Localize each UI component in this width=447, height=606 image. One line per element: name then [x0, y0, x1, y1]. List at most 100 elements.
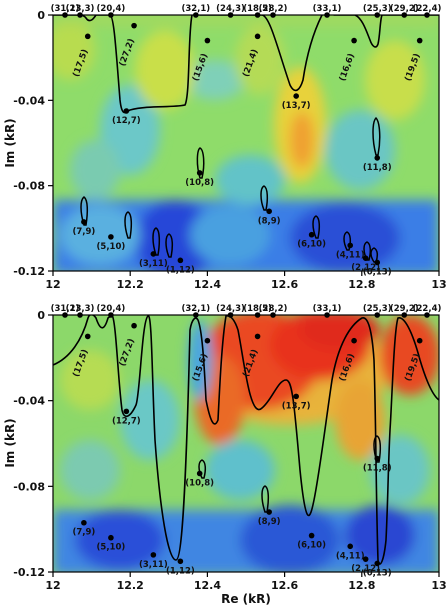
resonance-point [150, 552, 157, 558]
y-tick-label: -0.08 [13, 180, 45, 193]
resonance-point [351, 37, 357, 44]
x-tick-label: 12 [45, 278, 60, 291]
resonance-label: (12,7) [112, 416, 141, 426]
resonance-point [177, 558, 184, 565]
x-tick-label: 12.2 [117, 579, 144, 592]
resonance-point [123, 108, 130, 114]
y-tick-label: -0.12 [13, 265, 45, 278]
x-tick-label: 12.8 [348, 278, 375, 291]
loop-top-7-9 [80, 196, 89, 226]
resonance-point [308, 231, 315, 238]
y-tick-label: -0.04 [13, 94, 45, 107]
panel-top: (31,1)(23,3)(17,5)(20,4)(27,2)(32,1)(15,… [3, 4, 447, 291]
y-axis-label-bottom: Im (kR) [3, 418, 17, 467]
resonance-label: (7,9) [72, 528, 95, 538]
resonance-point [108, 534, 114, 541]
resonance-label: (33,1) [313, 304, 342, 314]
resonance-point [416, 37, 423, 44]
x-tick-label: 12 [45, 579, 60, 592]
x-tick-label: 12.2 [117, 278, 144, 291]
resonance-label: (24,3) [216, 304, 245, 314]
x-tick-label: 12.6 [271, 278, 298, 291]
resonance-label: (7,9) [72, 227, 95, 237]
loop-top-1-12 [165, 233, 174, 258]
resonance-label: (0,13) [363, 267, 392, 277]
resonance-point [193, 12, 199, 18]
resonance-point [424, 12, 430, 18]
resonance-point [131, 322, 137, 329]
resonance-point [123, 408, 130, 415]
resonance-point [254, 333, 261, 340]
resonance-point [324, 12, 330, 18]
resonance-point [108, 234, 114, 240]
resonance-label: (22,4) [413, 304, 442, 314]
y-tick-label: -0.12 [13, 566, 45, 579]
resonance-point [347, 543, 354, 550]
resonance-point [374, 455, 381, 462]
resonance-point [324, 312, 330, 318]
resonance-label: (5,10) [97, 543, 126, 553]
resonance-point [62, 312, 68, 318]
resonance-label: (12,7) [112, 116, 141, 126]
resonance-point [227, 12, 234, 18]
resonance-point [81, 519, 87, 526]
resonance-label: (6,10) [297, 541, 326, 551]
resonance-label: (1,12) [166, 265, 195, 275]
x-tick-label: 12.4 [194, 579, 221, 592]
resonance-point [84, 333, 91, 340]
resonance-label: (20,4) [97, 304, 126, 314]
resonance-label: (23,3) [66, 4, 95, 14]
loop-top-3-11 [152, 227, 161, 256]
resonance-point [177, 257, 184, 264]
heatmap-background-bottom [53, 315, 439, 572]
resonance-point [293, 93, 299, 99]
resonance-label: (29,2) [390, 4, 419, 14]
resonance-point [374, 155, 381, 161]
resonance-label: (25,3) [363, 304, 392, 314]
resonance-label: (4,11) [336, 250, 365, 260]
resonance-point [374, 312, 381, 318]
resonance-point [374, 12, 381, 18]
loop-top-8-9 [260, 185, 269, 211]
resonance-point [374, 259, 381, 266]
resonance-point [81, 219, 87, 225]
x-tick-label: 13 [431, 278, 446, 291]
loop-top-11-8 [372, 116, 381, 156]
resonance-label: (11,8) [363, 163, 392, 173]
resonance-point [362, 556, 369, 562]
y-tick-label: -0.08 [13, 480, 45, 493]
loop-bottom-11-8 [373, 435, 382, 463]
heatmap-background-top [53, 15, 439, 271]
resonance-point [416, 337, 423, 344]
loop-top-0-13 [370, 247, 379, 263]
resonance-label: (2,12) [351, 564, 380, 574]
resonance-label: (28,2) [259, 304, 288, 314]
axis-ticks-bottom: 12 12.2 12.4 12.6 12.8 13 0 -0.04 -0.08 -0.12 [13, 309, 446, 592]
loop-top-2-12 [363, 241, 372, 261]
resonance-point [196, 470, 203, 477]
resonance-point [150, 251, 157, 257]
resonance-point [374, 560, 381, 567]
resonance-label: (22,4) [413, 4, 442, 14]
resonance-label: (28,2) [259, 4, 288, 14]
resonance-point [401, 12, 408, 18]
resonance-point [362, 255, 369, 261]
resonance-label: (8,9) [258, 517, 281, 527]
resonance-label: (13,7) [282, 101, 311, 111]
y-tick-label: 0 [37, 9, 45, 22]
resonance-label: (25,3) [363, 4, 392, 14]
resonance-label: (3,11) [139, 259, 168, 269]
resonance-label: (29,2) [390, 304, 419, 314]
resonance-point [254, 312, 261, 318]
resonance-label: (24,3) [216, 4, 245, 14]
loop-top-6-10 [312, 215, 321, 239]
x-tick-label: 12.4 [194, 278, 221, 291]
resonance-point [254, 12, 261, 18]
resonance-point [204, 337, 211, 344]
resonance-point [308, 532, 315, 539]
resonance-point [227, 312, 234, 318]
resonance-label: (1,12) [166, 566, 195, 576]
resonance-label: (32,1) [181, 4, 210, 14]
resonance-label: (18,5) [243, 304, 272, 314]
resonance-label: (8,9) [258, 216, 281, 226]
